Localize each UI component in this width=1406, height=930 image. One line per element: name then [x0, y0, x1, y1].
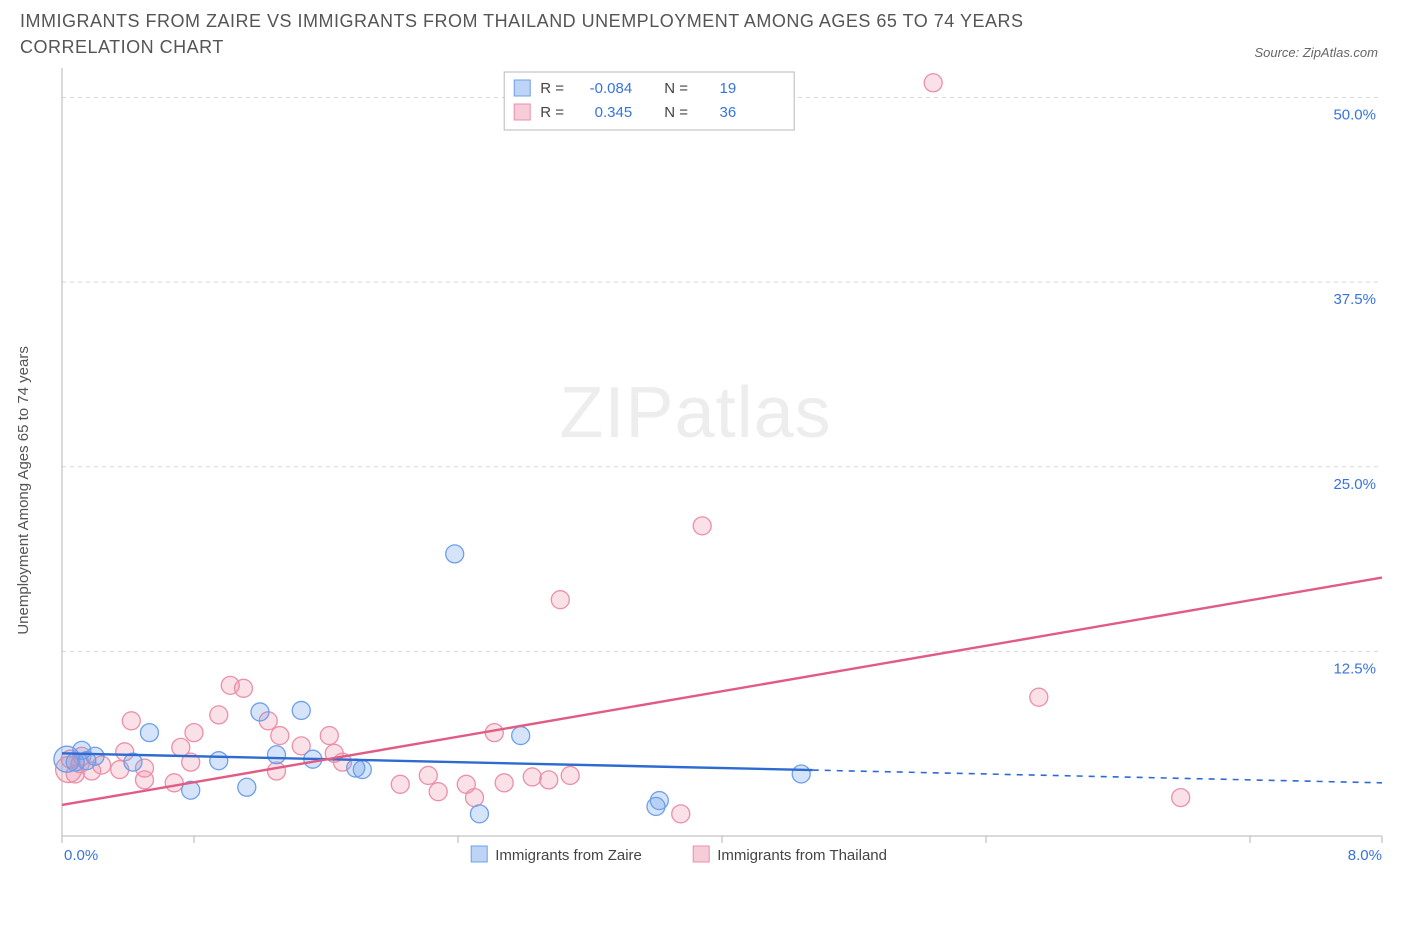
point-thailand [210, 706, 228, 724]
point-zaire [292, 702, 310, 720]
point-thailand [523, 768, 541, 786]
stats-R-thailand: 0.345 [595, 104, 633, 121]
y-tick-label: 12.5% [1333, 661, 1376, 678]
point-zaire [210, 752, 228, 770]
point-thailand [1030, 688, 1048, 706]
point-thailand [551, 591, 569, 609]
trend-zaire-dashed [813, 770, 1382, 783]
legend-label-zaire: Immigrants from Zaire [495, 847, 642, 864]
point-zaire [470, 805, 488, 823]
point-thailand [391, 775, 409, 793]
stats-N-zaire: 19 [720, 80, 737, 97]
legend-swatch-thailand [693, 846, 709, 862]
watermark: ZIPatlas [560, 373, 832, 453]
point-zaire [140, 724, 158, 742]
point-zaire [353, 761, 371, 779]
legend-label-thailand: Immigrants from Thailand [717, 847, 887, 864]
point-thailand [320, 727, 338, 745]
stats-swatch-zaire [514, 80, 530, 96]
stats-R-label: R = [540, 80, 564, 97]
point-thailand [268, 762, 286, 780]
point-zaire [512, 727, 530, 745]
point-zaire [268, 746, 286, 764]
stats-N-thailand: 36 [720, 104, 737, 121]
stats-R-zaire: -0.084 [590, 80, 633, 97]
legend-swatch-zaire [471, 846, 487, 862]
x-start-label: 0.0% [64, 847, 98, 864]
point-thailand [466, 789, 484, 807]
point-thailand [419, 767, 437, 785]
stats-N-label: N = [664, 80, 688, 97]
point-thailand [429, 783, 447, 801]
point-zaire [238, 778, 256, 796]
chart-title: IMMIGRANTS FROM ZAIRE VS IMMIGRANTS FROM… [20, 8, 1120, 60]
point-thailand [693, 517, 711, 535]
source-credit: Source: ZipAtlas.com [1254, 45, 1386, 60]
point-thailand [271, 727, 289, 745]
source-name: ZipAtlas.com [1303, 45, 1378, 60]
x-end-label: 8.0% [1348, 847, 1382, 864]
y-tick-label: 50.0% [1333, 107, 1376, 124]
point-zaire [650, 792, 668, 810]
trend-thailand [62, 578, 1382, 805]
point-zaire [792, 765, 810, 783]
stats-swatch-thailand [514, 104, 530, 120]
correlation-scatter-chart: 12.5% 25.0% 37.5% 50.0% ZIPatlas 0.0% 8.0% Unem… [0, 60, 1406, 930]
point-zaire [446, 545, 464, 563]
point-thailand [540, 771, 558, 789]
point-thailand [495, 774, 513, 792]
point-thailand [672, 805, 690, 823]
point-thailand [924, 74, 942, 92]
stats-N-label: N = [664, 104, 688, 121]
point-thailand [561, 767, 579, 785]
svg-text:ZIPatlas: ZIPatlas [560, 373, 832, 453]
source-prefix: Source: [1254, 45, 1302, 60]
point-zaire [251, 703, 269, 721]
point-thailand [1172, 789, 1190, 807]
point-thailand [235, 679, 253, 697]
point-thailand [185, 724, 203, 742]
point-zaire [86, 747, 104, 765]
y-axis-label: Unemployment Among Ages 65 to 74 years [15, 346, 32, 635]
point-thailand [136, 771, 154, 789]
trend-zaire [62, 753, 813, 770]
y-tick-label: 37.5% [1333, 291, 1376, 308]
point-thailand [165, 774, 183, 792]
stats-R-label: R = [540, 104, 564, 121]
y-tick-label: 25.0% [1333, 476, 1376, 493]
point-thailand [122, 712, 140, 730]
